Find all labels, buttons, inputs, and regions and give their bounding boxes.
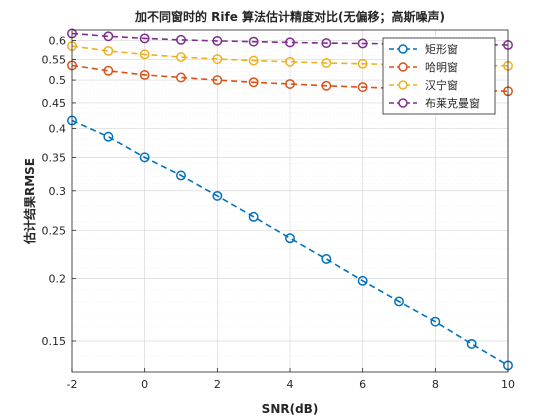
series-4-point — [285, 37, 295, 48]
series-3-point — [139, 49, 150, 60]
y-axis-label: 估计结果RMSE — [22, 158, 37, 245]
legend-swatch-marker — [398, 98, 408, 108]
y-tick-label: 0.45 — [42, 97, 67, 110]
series-3-point — [248, 55, 259, 66]
series-2-point — [321, 80, 332, 91]
series-3-point — [176, 52, 186, 63]
x-tick-label: 4 — [287, 378, 294, 391]
y-tick-label: 0.15 — [42, 335, 67, 348]
series-3-point — [357, 58, 368, 69]
y-tick-label: 0.35 — [42, 151, 67, 164]
series-line-1 — [71, 119, 509, 367]
x-tick-label: 8 — [432, 378, 439, 391]
series-3-point — [212, 54, 223, 64]
series-1-point — [394, 296, 404, 307]
y-tick-label: 0.6 — [49, 35, 67, 48]
series-1-point — [321, 254, 332, 264]
series-4-point — [248, 36, 259, 47]
series-1-point — [466, 338, 477, 349]
x-tick-label: 0 — [141, 378, 148, 391]
legend-entry-label: 矩形窗 — [425, 42, 458, 56]
x-axis-label: SNR(dB) — [262, 402, 319, 416]
series-2-point — [139, 69, 150, 80]
series-1-point — [176, 170, 186, 181]
series-2-point — [357, 82, 368, 93]
series-1-point — [285, 233, 295, 244]
series-2-point — [212, 75, 223, 86]
chart-title: 加不同窗时的 Rife 算法估计精度对比(无偏移；高斯噪声) — [134, 9, 445, 24]
y-tick-label: 0.5 — [49, 74, 67, 87]
x-tick-label: -2 — [67, 378, 78, 391]
series-4-point — [321, 38, 332, 49]
series-1-point — [139, 152, 150, 163]
series-1-point — [103, 131, 114, 142]
series-4-point — [139, 33, 150, 44]
legend-entry-label: 哈明窗 — [425, 60, 458, 74]
series-4-point — [103, 31, 114, 42]
legend-entry-label: 汉宁窗 — [425, 78, 458, 92]
series-3-point — [321, 58, 332, 68]
y-tick-label: 0.25 — [42, 224, 67, 237]
legend-swatch-marker — [398, 62, 408, 72]
series-1-point — [357, 275, 368, 286]
legend-swatch-marker — [398, 80, 408, 90]
y-tick-label: 0.2 — [49, 273, 67, 286]
axis-ticks: -2 0 2 4 6 8 10 0.15 0.2 0.25 0.3 0.35 0.4 0.45 0.5 0.5… — [42, 35, 516, 391]
series-4-point — [176, 34, 186, 45]
series-1-point — [430, 316, 441, 327]
series-2-point — [285, 79, 295, 89]
y-tick-label: 0.4 — [49, 122, 67, 135]
series-2-point — [248, 77, 259, 88]
y-tick-label: 0.55 — [42, 53, 67, 66]
y-tick-label: 0.3 — [49, 185, 67, 198]
series-2-point — [103, 65, 114, 76]
series-3-point — [285, 56, 295, 67]
series-1-point — [248, 211, 259, 222]
legend-entry-label: 布莱克曼窗 — [425, 96, 480, 110]
series-4-point — [357, 38, 368, 49]
x-tick-label: 10 — [501, 378, 515, 391]
series-3-point — [103, 45, 114, 56]
series-1-point — [212, 190, 223, 201]
x-tick-label: 2 — [214, 378, 221, 391]
x-tick-label: 6 — [359, 378, 366, 391]
legend-swatch-marker — [398, 44, 408, 54]
series-2-point — [176, 72, 186, 83]
series-4-point — [212, 35, 223, 46]
